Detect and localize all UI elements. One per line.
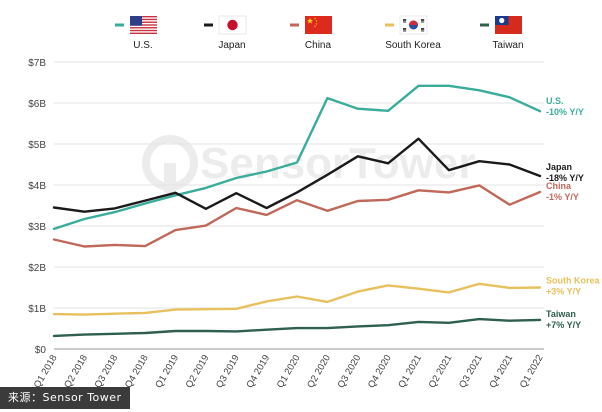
y-tick-label: $1B bbox=[28, 304, 46, 315]
x-tick-label: Q1 2022 bbox=[518, 353, 546, 390]
x-tick-label: Q2 2020 bbox=[305, 353, 333, 390]
x-tick-label: Q4 2018 bbox=[123, 353, 151, 390]
y-tick-label: $4B bbox=[28, 181, 46, 192]
x-tick-label: Q1 2020 bbox=[275, 353, 303, 390]
x-tick-label: Q3 2021 bbox=[457, 353, 485, 390]
japan-flag bbox=[218, 15, 247, 35]
end-label-south-korea: South Korea+3% Y/Y bbox=[546, 276, 600, 297]
x-tick-label: Q3 2020 bbox=[336, 353, 364, 390]
legend-item-taiwan: Taiwan bbox=[480, 16, 524, 51]
legend-label: U.S. bbox=[133, 40, 152, 51]
legend-item-south-korea: South Korea bbox=[385, 15, 441, 51]
end-label-name: Taiwan bbox=[546, 309, 576, 319]
end-label-china: China-1% Y/Y bbox=[546, 181, 579, 202]
legend-label: South Korea bbox=[385, 40, 441, 51]
end-label-taiwan: Taiwan+7% Y/Y bbox=[546, 309, 581, 330]
end-label-change: -10% Y/Y bbox=[546, 107, 584, 117]
end-label-name: U.S. bbox=[546, 96, 564, 106]
x-tick-label: Q1 2018 bbox=[32, 353, 60, 390]
legend-item-u-s: U.S. bbox=[115, 16, 157, 51]
us-flag bbox=[130, 16, 157, 34]
x-tick-label: Q2 2019 bbox=[184, 353, 212, 390]
end-label-name: China bbox=[546, 181, 572, 191]
source-badge: 来源：Sensor Tower bbox=[0, 387, 130, 409]
x-tick-label: Q4 2021 bbox=[487, 353, 515, 390]
x-tick-label: Q1 2019 bbox=[153, 353, 181, 390]
x-tick-label: Q4 2019 bbox=[244, 353, 272, 390]
taiwan-flag bbox=[495, 16, 522, 34]
end-label-change: +7% Y/Y bbox=[546, 320, 581, 330]
x-tick-label: Q3 2019 bbox=[214, 353, 242, 390]
watermark: SensorTower bbox=[142, 135, 475, 193]
series-lines bbox=[52, 84, 542, 338]
series-line-u-s bbox=[52, 84, 542, 231]
x-tick-label: Q4 2020 bbox=[366, 353, 394, 390]
legend-item-china: China bbox=[290, 16, 332, 51]
end-label-u-s: U.S.-10% Y/Y bbox=[546, 96, 584, 117]
watermark-text: SensorTower bbox=[200, 139, 475, 188]
legend-label: China bbox=[305, 40, 332, 51]
series-line-china bbox=[52, 184, 542, 248]
y-tick-label: $3B bbox=[28, 222, 46, 233]
legend-label: Taiwan bbox=[492, 40, 523, 51]
end-label-change: -18% Y/Y bbox=[546, 173, 584, 183]
end-label-change: -1% Y/Y bbox=[546, 192, 579, 202]
y-axis: $0 $1B $2B $3B $4B $5B $6B $7B bbox=[28, 58, 46, 356]
y-tick-label: $7B bbox=[28, 58, 46, 69]
legend: U.S. Japan China South Korea Taiwan bbox=[115, 15, 524, 51]
x-tick-label: Q3 2018 bbox=[93, 353, 121, 390]
legend-label: Japan bbox=[218, 40, 245, 51]
y-tick-label: $6B bbox=[28, 99, 46, 110]
y-tick-label: $2B bbox=[28, 263, 46, 274]
china-flag bbox=[305, 16, 332, 34]
gridlines bbox=[54, 61, 544, 350]
south-korea-flag bbox=[399, 15, 428, 35]
y-tick-label: $0 bbox=[35, 345, 47, 356]
x-tick-label: Q2 2021 bbox=[427, 353, 455, 390]
series-line-south-korea bbox=[52, 282, 542, 316]
end-label-change: +3% Y/Y bbox=[546, 287, 581, 297]
x-axis: Q1 2018 Q2 2018 Q3 2018 Q4 2018 Q1 2019 Q2 20… bbox=[32, 353, 546, 390]
x-tick-label: Q2 2018 bbox=[62, 353, 90, 390]
y-tick-label: $5B bbox=[28, 140, 46, 151]
end-label-japan: Japan-18% Y/Y bbox=[546, 162, 584, 183]
x-tick-label: Q1 2021 bbox=[396, 353, 424, 390]
series-line-taiwan bbox=[52, 317, 542, 338]
legend-item-japan: Japan bbox=[204, 15, 247, 51]
end-label-name: Japan bbox=[546, 162, 572, 172]
series-line-japan bbox=[52, 137, 542, 213]
end-label-name: South Korea bbox=[546, 276, 600, 286]
